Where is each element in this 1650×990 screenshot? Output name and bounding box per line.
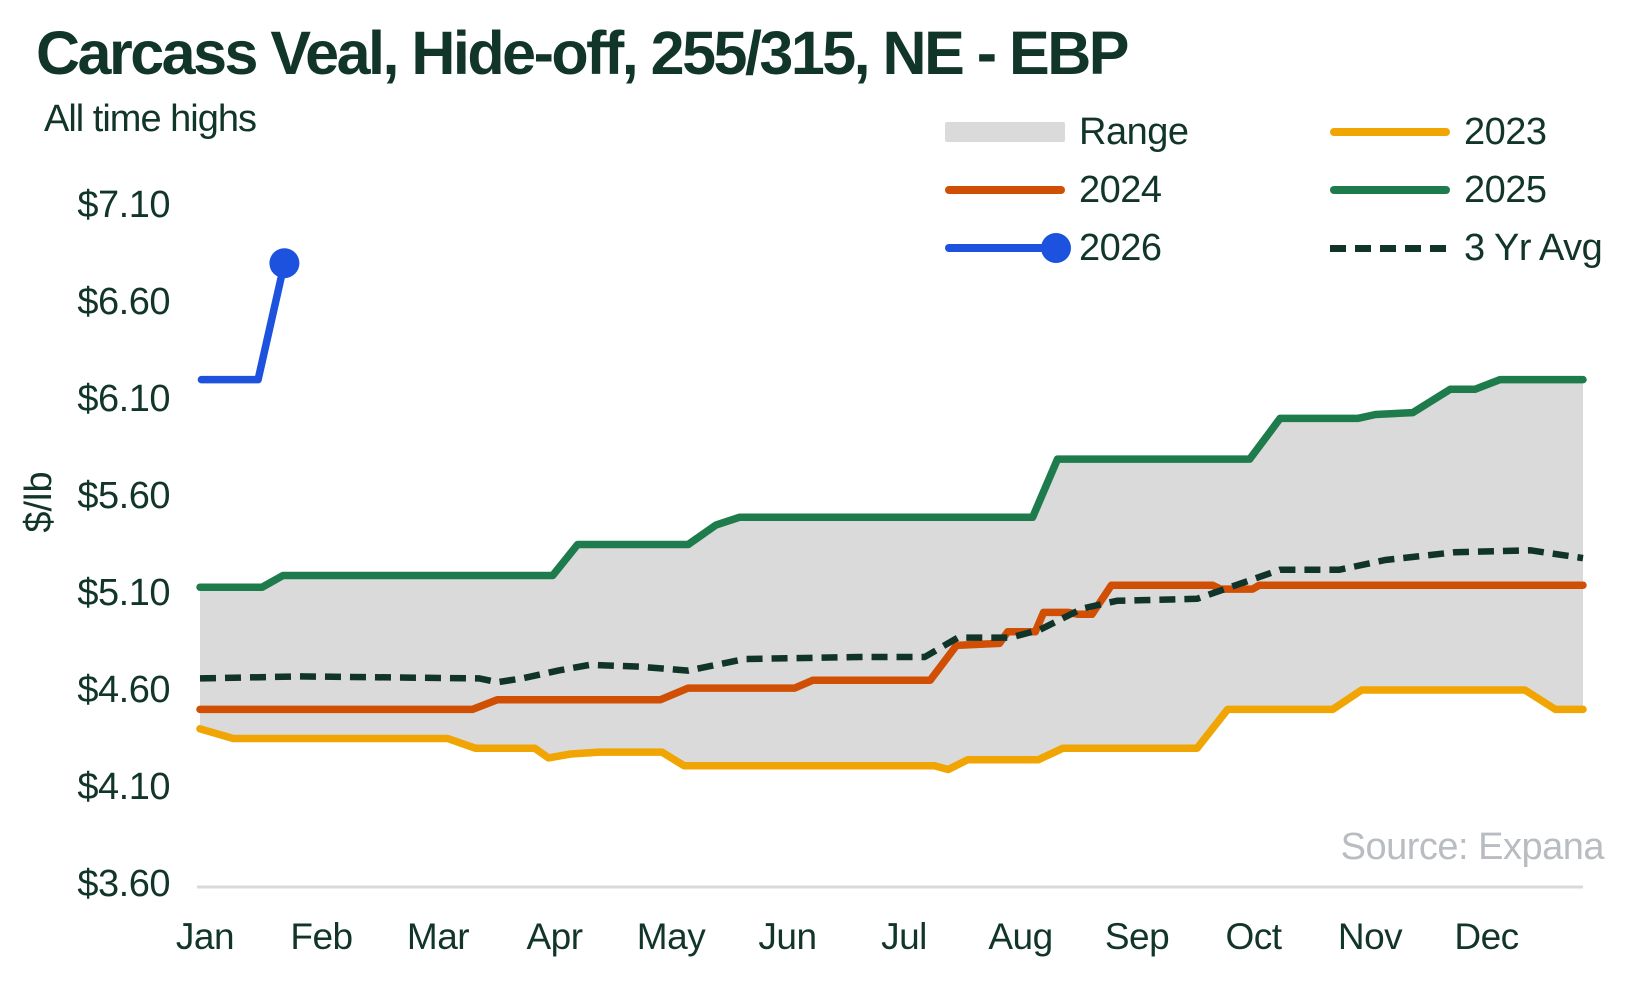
line-swatch-2026-icon <box>945 244 1065 252</box>
x-tick-label: Dec <box>1454 916 1519 957</box>
x-tick-label: Apr <box>526 916 583 957</box>
x-tick-label: May <box>636 916 706 957</box>
legend-label-2024: 2024 <box>1079 169 1162 211</box>
series-line-2026 <box>197 259 289 384</box>
y-tick-label: $6.10 <box>77 378 170 420</box>
chart-title: Carcass Veal, Hide-off, 255/315, NE - EB… <box>36 19 1129 87</box>
y-tick-label: $5.60 <box>77 475 170 517</box>
legend-label-3yr-avg: 3 Yr Avg <box>1464 227 1603 269</box>
latest-point-dot-icon <box>1041 233 1071 263</box>
legend-item-2023: 2023 <box>1330 111 1547 153</box>
x-tick-label: Oct <box>1225 916 1282 957</box>
legend-item-2026: 2026 <box>945 227 1162 269</box>
line-swatch-2024-icon <box>945 186 1065 194</box>
x-tick-label: Sep <box>1104 916 1170 957</box>
series-line-2025 <box>196 375 1587 591</box>
line-swatch-2023-icon <box>1330 128 1450 136</box>
y-tick-label: $4.60 <box>77 669 170 711</box>
range-swatch-icon <box>945 122 1065 142</box>
x-tick-label: Nov <box>1337 916 1403 957</box>
legend-item-2025: 2025 <box>1330 169 1547 211</box>
series-line-2023 <box>196 686 1587 774</box>
y-tick-label: $7.10 <box>77 184 170 226</box>
x-tick-label: Mar <box>406 916 470 957</box>
dash-swatch-3yr-avg-icon <box>1330 244 1450 252</box>
x-tick-label: Jun <box>758 916 817 957</box>
range-band-area <box>200 379 1583 770</box>
chart-subtitle: All time highs <box>44 98 257 140</box>
legend-item-3yr-avg: 3 Yr Avg <box>1330 227 1603 269</box>
y-tick-label: $3.60 <box>77 863 170 905</box>
y-tick-label: $6.60 <box>77 281 170 323</box>
legend-label-2023: 2023 <box>1464 111 1547 153</box>
legend-item-2024: 2024 <box>945 169 1162 211</box>
y-tick-label: $5.10 <box>77 572 170 614</box>
legend-label-range: Range <box>1079 111 1189 153</box>
latest-point-marker-2026 <box>269 248 300 279</box>
y-tick-label: $4.10 <box>77 766 170 808</box>
x-tick-label: Aug <box>988 916 1053 957</box>
legend-item-range: Range <box>945 111 1189 153</box>
source-credit: Source: Expana <box>1340 826 1605 868</box>
legend-label-2025: 2025 <box>1464 169 1547 211</box>
x-tick-label: Jul <box>881 916 927 957</box>
x-tick-label: Feb <box>290 916 353 957</box>
line-swatch-2025-icon <box>1330 186 1450 194</box>
legend-label-2026: 2026 <box>1079 227 1162 269</box>
x-tick-label: Jan <box>175 916 235 957</box>
